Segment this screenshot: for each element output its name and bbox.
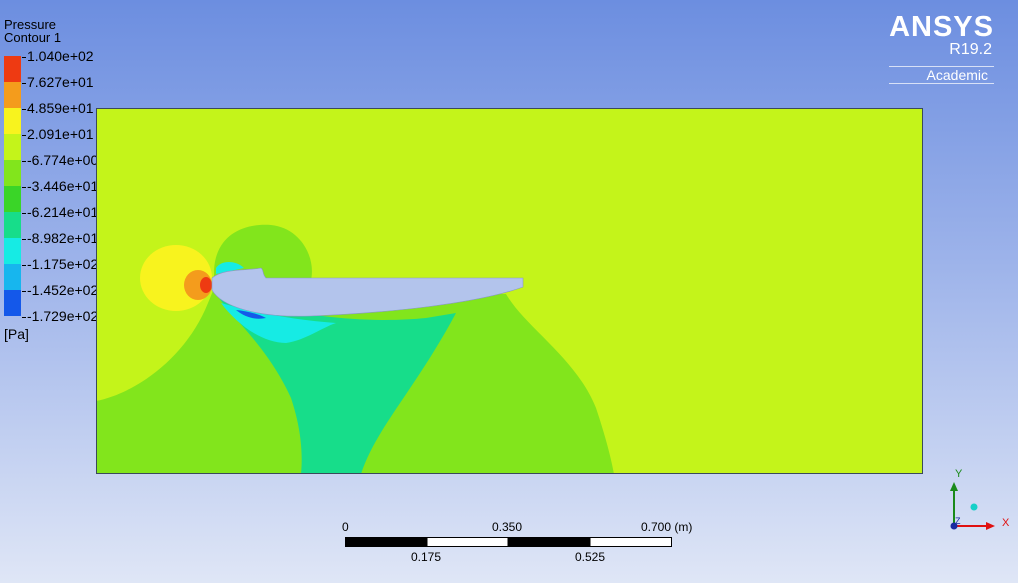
scale-label-0175: 0.175 [411, 550, 442, 564]
logo-version: R19.2 [949, 41, 992, 58]
legend-level-label: 2.091e+01 [22, 127, 94, 141]
legend-swatch [4, 56, 21, 82]
legend-level-label: 7.627e+01 [22, 75, 94, 89]
scale-label-0350: 0.350 [492, 520, 523, 534]
legend-swatch [4, 238, 21, 264]
color-legend-bar [4, 56, 21, 316]
legend-swatch [4, 290, 21, 316]
legend-swatch [4, 82, 21, 108]
legend-level-label: -1.729e+02 [22, 309, 98, 323]
legend-title-variable: Pressure [4, 17, 57, 32]
legend-title-contour: Contour 1 [4, 30, 62, 45]
legend-level-label: 4.859e+01 [22, 101, 94, 115]
logo-name: ANSYS [889, 11, 994, 43]
logo-edition: Academic [889, 66, 994, 84]
ansys-logo: ANSYS R19.2 Academic [889, 12, 994, 84]
legend-level-label: -1.452e+02 [22, 283, 98, 297]
legend-level-label: 1.040e+02 [22, 49, 94, 63]
legend-level-label: -6.774e+00 [22, 153, 98, 167]
axis-z-label: Z [955, 516, 961, 526]
axis-triad: Y Z X [940, 462, 1016, 538]
contour-band-neg8982-upper [216, 262, 244, 274]
scale-label-0525: 0.525 [575, 550, 606, 564]
scale-label-0700: 0.700 (m) [641, 520, 693, 534]
legend-swatch [4, 134, 21, 160]
legend-swatch [4, 212, 21, 238]
axis-y-label: Y [955, 468, 963, 480]
axis-triad-arrows [950, 482, 995, 530]
scale-label-0: 0 [342, 520, 349, 534]
legend-level-label: -8.982e+01 [22, 231, 98, 245]
legend-swatch [4, 186, 21, 212]
legend-level-label: -1.175e+02 [22, 257, 98, 271]
legend-unit: [Pa] [4, 326, 29, 342]
legend-level-label: -6.214e+01 [22, 205, 98, 219]
airfoil [211, 267, 524, 317]
legend-swatch [4, 108, 21, 134]
pressure-contour-plot[interactable] [96, 108, 923, 474]
legend-level-label: -3.446e+01 [22, 179, 98, 193]
contour-band-neg1452 [236, 310, 266, 319]
plot-border [96, 108, 923, 474]
legend-swatch [4, 264, 21, 290]
scale-bar [345, 537, 672, 547]
axis-x-label: X [1002, 517, 1010, 529]
legend-title: Pressure Contour 1 [4, 18, 61, 44]
legend-swatch [4, 160, 21, 186]
contour-band-1040 [200, 277, 212, 293]
